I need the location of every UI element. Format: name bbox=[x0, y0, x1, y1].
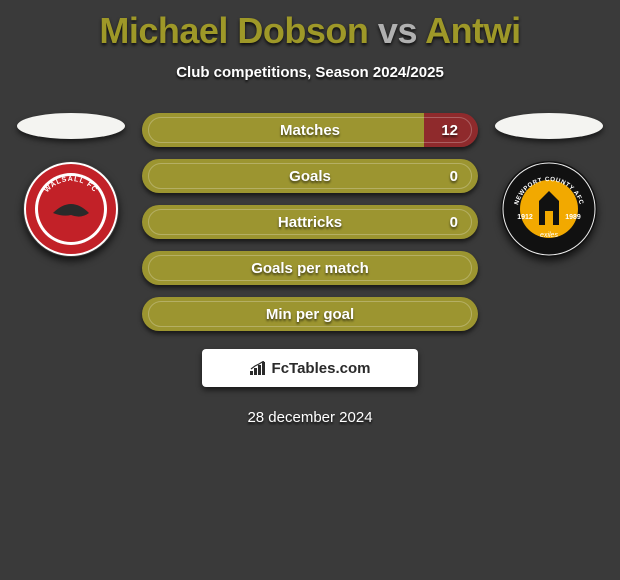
left-club-badge: WALSALL FC bbox=[23, 161, 119, 257]
stat-bar: Min per goal bbox=[142, 297, 478, 331]
stat-value: 0 bbox=[450, 214, 458, 231]
player2-name: Antwi bbox=[425, 10, 520, 51]
right-player-column: NEWPORT COUNTY AFC 1912 1989 exiles bbox=[494, 113, 604, 257]
left-player-column: WALSALL FC bbox=[16, 113, 126, 257]
stat-bar: Matches 12 bbox=[142, 113, 478, 147]
player1-name: Michael Dobson bbox=[99, 10, 368, 51]
stat-value: 0 bbox=[450, 168, 458, 185]
svg-text:1989: 1989 bbox=[565, 214, 581, 221]
page-title: Michael Dobson vs Antwi bbox=[0, 0, 620, 52]
vs-word: vs bbox=[378, 10, 417, 51]
attribution-panel[interactable]: FcTables.com bbox=[202, 349, 418, 387]
svg-text:exiles: exiles bbox=[540, 232, 558, 239]
svg-text:1912: 1912 bbox=[517, 214, 533, 221]
right-name-pill bbox=[495, 113, 603, 139]
stat-label: Goals bbox=[289, 168, 331, 185]
stat-label: Goals per match bbox=[251, 260, 369, 277]
left-name-pill bbox=[17, 113, 125, 139]
stat-label: Min per goal bbox=[266, 306, 354, 323]
stat-label: Hattricks bbox=[278, 214, 342, 231]
attribution-text: FcTables.com bbox=[272, 360, 371, 377]
stat-bar: Goals 0 bbox=[142, 159, 478, 193]
stat-label: Matches bbox=[280, 122, 340, 139]
chart-icon bbox=[250, 361, 268, 375]
page-subtitle: Club competitions, Season 2024/2025 bbox=[0, 64, 620, 81]
stat-bar: Goals per match bbox=[142, 251, 478, 285]
right-club-badge: NEWPORT COUNTY AFC 1912 1989 exiles bbox=[501, 161, 597, 257]
stats-column: Matches 12 Goals 0 Hattricks 0 Goals per match… bbox=[142, 113, 478, 331]
stat-value: 12 bbox=[441, 122, 458, 139]
date-text: 28 december 2024 bbox=[0, 409, 620, 426]
comparison-row: WALSALL FC Matches12Goals0Hattricks0Goal… bbox=[0, 113, 620, 331]
stat-bar: Hattricks 0 bbox=[142, 205, 478, 239]
